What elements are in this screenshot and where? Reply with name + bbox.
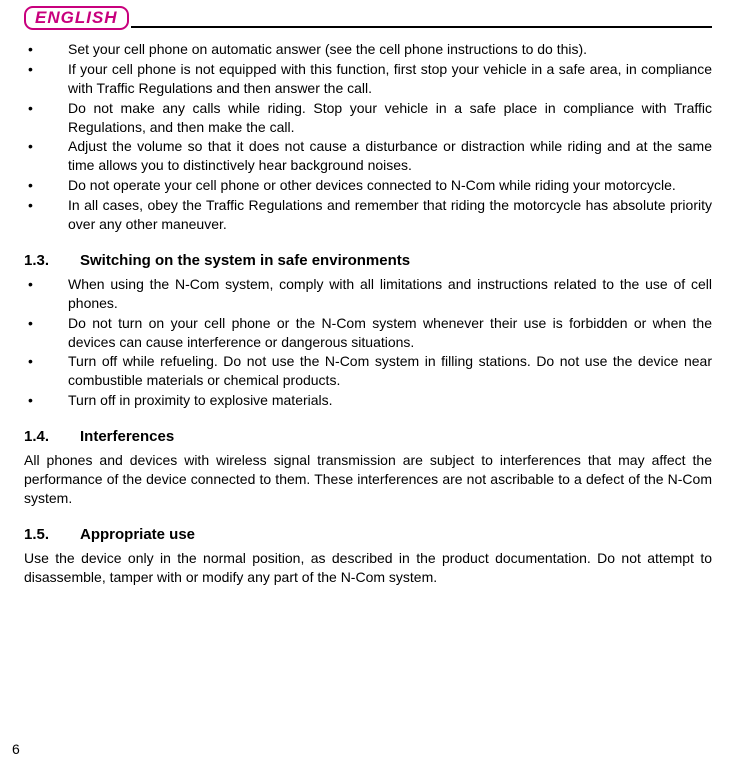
page-header: ENGLISH	[24, 0, 712, 30]
list-item: When using the N-Com system, comply with…	[24, 275, 712, 313]
list-item: If your cell phone is not equipped with …	[24, 60, 712, 98]
list-item: Do not turn on your cell phone or the N-…	[24, 314, 712, 352]
section-heading-1-5: 1.5. Appropriate use	[24, 526, 712, 543]
section-title: Appropriate use	[80, 526, 195, 543]
list-item: Turn off while refueling. Do not use the…	[24, 352, 712, 390]
intro-bullet-list: Set your cell phone on automatic answer …	[24, 40, 712, 234]
list-item: Adjust the volume so that it does not ca…	[24, 137, 712, 175]
section-number: 1.4.	[24, 428, 80, 445]
page: ENGLISH Set your cell phone on automatic…	[0, 0, 736, 769]
section-title: Interferences	[80, 428, 174, 445]
language-badge: ENGLISH	[24, 6, 129, 30]
header-rule	[131, 26, 712, 28]
list-item: Do not make any calls while riding. Stop…	[24, 99, 712, 137]
section-1-3-bullet-list: When using the N-Com system, comply with…	[24, 275, 712, 410]
section-title: Switching on the system in safe environm…	[80, 252, 410, 269]
page-content: Set your cell phone on automatic answer …	[24, 30, 712, 587]
section-number: 1.5.	[24, 526, 80, 543]
section-1-4-paragraph: All phones and devices with wireless sig…	[24, 451, 712, 508]
list-item: Do not operate your cell phone or other …	[24, 176, 712, 195]
language-label: ENGLISH	[35, 9, 118, 26]
section-1-5-paragraph: Use the device only in the normal positi…	[24, 549, 712, 587]
page-number: 6	[12, 741, 20, 757]
list-item: In all cases, obey the Traffic Regulatio…	[24, 196, 712, 234]
section-heading-1-3: 1.3. Switching on the system in safe env…	[24, 252, 712, 269]
section-number: 1.3.	[24, 252, 80, 269]
section-heading-1-4: 1.4. Interferences	[24, 428, 712, 445]
list-item: Set your cell phone on automatic answer …	[24, 40, 712, 59]
list-item: Turn off in proximity to explosive mater…	[24, 391, 712, 410]
